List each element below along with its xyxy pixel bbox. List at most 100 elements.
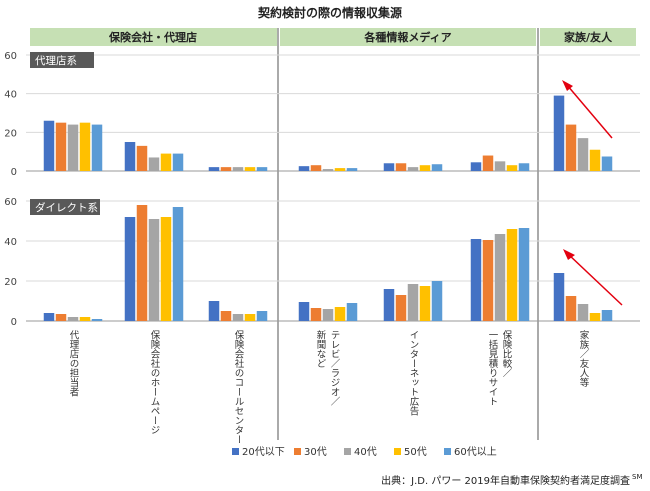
legend-swatch (344, 448, 351, 455)
group-header-label: 保険会社・代理店 (108, 30, 197, 44)
bar (589, 313, 601, 321)
bar (601, 156, 613, 171)
category-label: 家族／友人等 (578, 329, 590, 387)
y-tick-label: 60 (4, 197, 17, 208)
legend-swatch (232, 448, 239, 455)
bar (577, 304, 589, 321)
bar (136, 145, 148, 171)
category-label: 保険比較／ (501, 329, 513, 377)
panel-label-box (30, 52, 94, 68)
bar (55, 122, 67, 171)
bar (565, 124, 577, 171)
bar (208, 167, 220, 171)
bar (298, 166, 310, 171)
bar (322, 169, 334, 171)
bar (172, 153, 184, 171)
bar (310, 308, 322, 321)
bar (482, 155, 494, 171)
group-header-label: 各種情報メディア (363, 30, 451, 44)
bar (244, 167, 256, 171)
bar (431, 281, 443, 321)
bar (172, 207, 184, 321)
group-header-family: 家族/友人 (540, 28, 636, 46)
bar (79, 122, 91, 171)
legend-label: 20代以下 (242, 446, 285, 458)
bar (67, 124, 79, 171)
bar (79, 317, 91, 321)
bar (383, 289, 395, 321)
bar (601, 310, 613, 321)
bar (553, 95, 565, 171)
bar (553, 273, 565, 321)
bar (124, 217, 136, 321)
legend-swatch (294, 448, 301, 455)
bar (589, 149, 601, 171)
legend-swatch (394, 448, 401, 455)
y-tick-label: 20 (4, 128, 17, 139)
category-label: 代理店の担当者 (68, 330, 80, 397)
bar (136, 205, 148, 321)
category-label: インターネット広告 (408, 330, 420, 416)
bar (244, 314, 256, 321)
category-label: 新聞など (315, 329, 327, 368)
bar (482, 240, 494, 321)
bar (506, 165, 518, 171)
bar (334, 307, 346, 321)
bar (220, 311, 232, 321)
bar (148, 219, 160, 321)
bar (232, 314, 244, 321)
bar (148, 157, 160, 171)
bar (494, 234, 506, 321)
panel-label: 代理店系 (35, 54, 77, 67)
red-arrow-bottom (563, 249, 623, 306)
bar (91, 124, 103, 171)
bar (55, 314, 67, 321)
panel-label-box (30, 199, 100, 215)
bar (310, 165, 322, 171)
bar (220, 167, 232, 171)
y-tick-label: 40 (4, 237, 17, 248)
bar (160, 153, 172, 171)
bar (346, 168, 358, 171)
y-tick-label: 20 (4, 277, 17, 288)
y-tick-label: 0 (11, 167, 17, 178)
bar (232, 167, 244, 171)
legend-swatch (444, 448, 451, 455)
red-arrow-top (562, 80, 613, 139)
category-label: 一括見積りサイト (487, 330, 499, 406)
bar (470, 239, 482, 321)
panel-label: ダイレクト系 (35, 201, 98, 214)
category-label: 保険会社のホームページ (149, 329, 161, 434)
y-tick-label: 0 (11, 317, 17, 328)
source-superscript: SM (632, 473, 642, 481)
bar (506, 229, 518, 321)
chart-title: 契約検討の際の情報収集源 (257, 5, 402, 20)
bar (256, 311, 268, 321)
bar (518, 163, 530, 171)
bar (124, 142, 136, 171)
group-header-insurer: 保険会社・代理店 (30, 28, 277, 46)
bar (470, 162, 482, 171)
source-note: 出典：J.D. パワー 2019年自動車保険契約者満足度調査 (381, 474, 630, 487)
bar (395, 163, 407, 171)
bar (407, 167, 419, 171)
bar (419, 165, 431, 171)
bar (256, 167, 268, 171)
bar (91, 319, 103, 321)
bar (494, 161, 506, 171)
bar (43, 313, 55, 321)
group-header-media: 各種情報メディア (280, 28, 536, 46)
legend-label: 40代 (354, 446, 377, 458)
y-tick-label: 40 (4, 90, 17, 101)
bar (208, 301, 220, 321)
bar (518, 228, 530, 321)
bar (577, 138, 589, 171)
bar (346, 303, 358, 321)
bar (43, 120, 55, 171)
bar (334, 168, 346, 171)
bar (160, 217, 172, 321)
bar (395, 295, 407, 321)
group-header-label: 家族/友人 (564, 30, 613, 44)
bar (407, 284, 419, 321)
